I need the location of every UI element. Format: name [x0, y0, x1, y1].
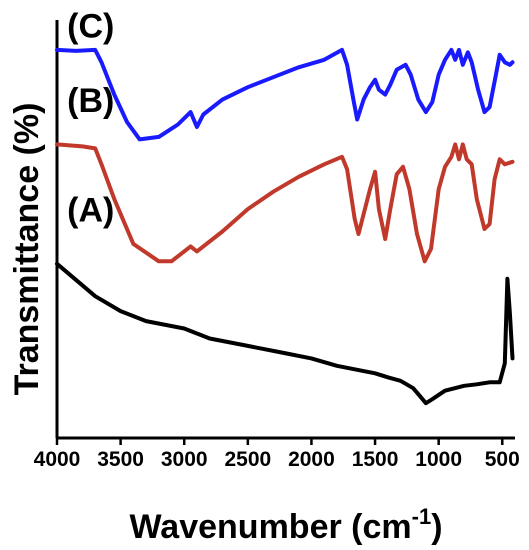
y-axis-title: Transmittance (%) [8, 103, 46, 396]
x-tick-label: 2000 [288, 448, 335, 471]
x-axis-title-main: Wavenumber (cm [129, 508, 411, 546]
x-axis: 4000 3500 3000 2500 2000 1500 1000 500 [34, 438, 520, 471]
series-line-b [55, 142, 515, 264]
series-layer [55, 47, 515, 406]
series-line-a [55, 261, 515, 406]
x-tick-label: 1000 [415, 448, 462, 471]
series-line-c [55, 47, 515, 142]
series-label: (A) [67, 192, 114, 230]
x-axis-title-tail: ) [431, 508, 442, 546]
series-label: (B) [67, 82, 114, 120]
series-label: (C) [67, 7, 114, 45]
x-tick-label: 3000 [161, 448, 208, 471]
x-tick-label: 4000 [34, 448, 81, 471]
x-axis-title: Wavenumber (cm-1) [129, 504, 442, 546]
x-tick-label: 1500 [352, 448, 399, 471]
x-tick-label: 2500 [224, 448, 271, 471]
x-tick-label: 500 [485, 448, 520, 471]
x-axis-title-superscript: -1 [412, 504, 432, 529]
x-tick-label: 3500 [97, 448, 144, 471]
series-labels: (A) (B) (C) [67, 7, 114, 229]
